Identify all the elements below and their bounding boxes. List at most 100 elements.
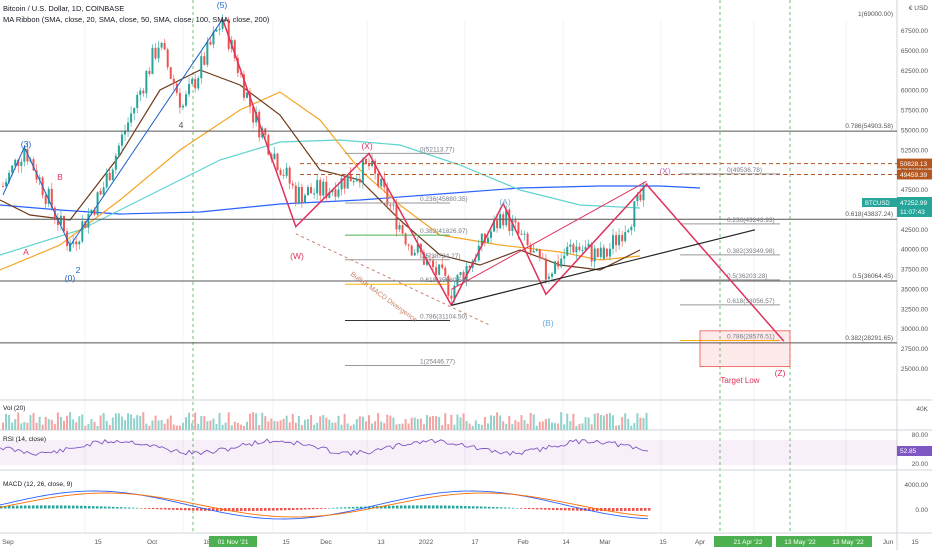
macd-histogram-bar bbox=[648, 508, 651, 511]
price-badge-high-bg bbox=[897, 158, 932, 169]
candle-body bbox=[276, 153, 279, 170]
volume-bar bbox=[47, 419, 50, 430]
volume-bar bbox=[349, 425, 352, 430]
volume-bar bbox=[53, 424, 56, 430]
macd-histogram-bar bbox=[568, 508, 571, 511]
macd-histogram-bar bbox=[140, 508, 143, 509]
macd-histogram-bar bbox=[104, 506, 107, 509]
candle-body bbox=[416, 243, 419, 253]
macd-histogram-bar bbox=[536, 508, 539, 510]
volume-bar bbox=[50, 419, 53, 430]
macd-histogram-bar bbox=[384, 505, 387, 509]
macd-histogram-bar bbox=[472, 506, 475, 509]
currency-label: € USD bbox=[909, 5, 928, 12]
volume-bar bbox=[249, 413, 252, 430]
macd-histogram-bar bbox=[548, 508, 551, 510]
volume-bar bbox=[236, 422, 239, 430]
volume-bar bbox=[41, 424, 44, 430]
macd-histogram-bar bbox=[484, 506, 487, 509]
macd-histogram-bar bbox=[144, 508, 147, 509]
price-tick: 27500.00 bbox=[901, 346, 928, 353]
volume-bar bbox=[627, 418, 630, 430]
candle-body bbox=[612, 235, 614, 249]
candle-body bbox=[218, 28, 221, 30]
rsi-tick: 80.00 bbox=[912, 432, 929, 439]
macd-histogram-bar bbox=[52, 505, 55, 509]
volume-bar bbox=[584, 417, 587, 430]
volume-bar bbox=[465, 421, 468, 430]
volume-bar bbox=[163, 423, 166, 430]
candle-body bbox=[517, 222, 520, 234]
volume-bar bbox=[520, 415, 523, 430]
volume-bar bbox=[20, 423, 23, 430]
macd-histogram-bar bbox=[572, 508, 575, 511]
volume-bar bbox=[252, 412, 255, 430]
macd-histogram-bar bbox=[372, 506, 375, 509]
candle-body bbox=[56, 218, 59, 225]
macd-histogram-bar bbox=[272, 508, 275, 511]
volume-bar bbox=[380, 421, 383, 430]
volume-bar bbox=[368, 415, 370, 430]
candle-body bbox=[172, 78, 175, 84]
candle-body bbox=[148, 70, 151, 74]
date-badge: 13 May '22 bbox=[784, 539, 816, 546]
ma-ribbon bbox=[0, 69, 701, 271]
volume-bar bbox=[608, 412, 611, 430]
candle-body bbox=[639, 194, 642, 201]
candle-body bbox=[392, 204, 395, 206]
macd-histogram-bar bbox=[24, 505, 27, 509]
candle-body bbox=[508, 209, 511, 232]
candle-body bbox=[578, 246, 581, 251]
date-badge: 01 Nov '21 bbox=[218, 539, 249, 546]
volume-bar bbox=[105, 420, 108, 430]
volume-bar bbox=[645, 412, 648, 430]
volume-bar bbox=[334, 422, 337, 430]
macd-histogram-bar bbox=[468, 506, 471, 509]
date-tick: 15 bbox=[911, 539, 919, 546]
macd-histogram-bar bbox=[616, 508, 619, 512]
macd-histogram-bar bbox=[332, 507, 335, 509]
candle-body bbox=[310, 187, 313, 194]
rsi-tick: 20.00 bbox=[912, 461, 929, 468]
candle-body bbox=[81, 221, 84, 242]
wave-label: (B) bbox=[542, 318, 554, 328]
volume-bar bbox=[117, 413, 120, 430]
fib-label: 0.786(28576.51) bbox=[727, 334, 775, 341]
candle-body bbox=[456, 275, 459, 286]
price-tick: 57500.00 bbox=[901, 108, 928, 115]
macd-histogram-bar bbox=[148, 508, 151, 509]
volume-bar bbox=[477, 423, 480, 430]
volume-bar bbox=[453, 424, 456, 430]
volume-bar bbox=[310, 414, 313, 430]
candle-body bbox=[602, 248, 605, 259]
candle-body bbox=[618, 235, 621, 246]
candle-body bbox=[544, 278, 547, 280]
volume-bar bbox=[87, 423, 90, 430]
volume-bar bbox=[14, 419, 17, 430]
candle-body bbox=[206, 41, 209, 65]
candle-body bbox=[102, 187, 105, 195]
candle-body bbox=[514, 220, 517, 223]
candle-body bbox=[630, 226, 633, 231]
macd-histogram-bar bbox=[8, 505, 11, 509]
date-badge: 21 Apr '22 bbox=[733, 539, 762, 546]
macd-histogram-bar bbox=[32, 505, 35, 509]
volume-bar bbox=[450, 414, 453, 430]
candle-body bbox=[90, 209, 93, 214]
macd-histogram-bar bbox=[176, 508, 179, 510]
candle-body bbox=[572, 245, 575, 253]
candle-body bbox=[551, 273, 553, 277]
macd-histogram-bar bbox=[624, 508, 627, 512]
fib-label: 0.786(31104.50) bbox=[420, 313, 467, 320]
candle-body bbox=[239, 72, 242, 75]
price-tick: 47500.00 bbox=[901, 187, 928, 194]
macd-histogram-bar bbox=[564, 508, 567, 511]
macd-histogram-bar bbox=[100, 506, 103, 509]
macd-histogram-bar bbox=[460, 505, 463, 509]
volume-bar bbox=[532, 414, 535, 430]
candle-body bbox=[11, 165, 14, 173]
candle-body bbox=[322, 181, 325, 196]
macd-tick: 0.00 bbox=[915, 507, 928, 514]
volume-bar bbox=[145, 423, 148, 430]
